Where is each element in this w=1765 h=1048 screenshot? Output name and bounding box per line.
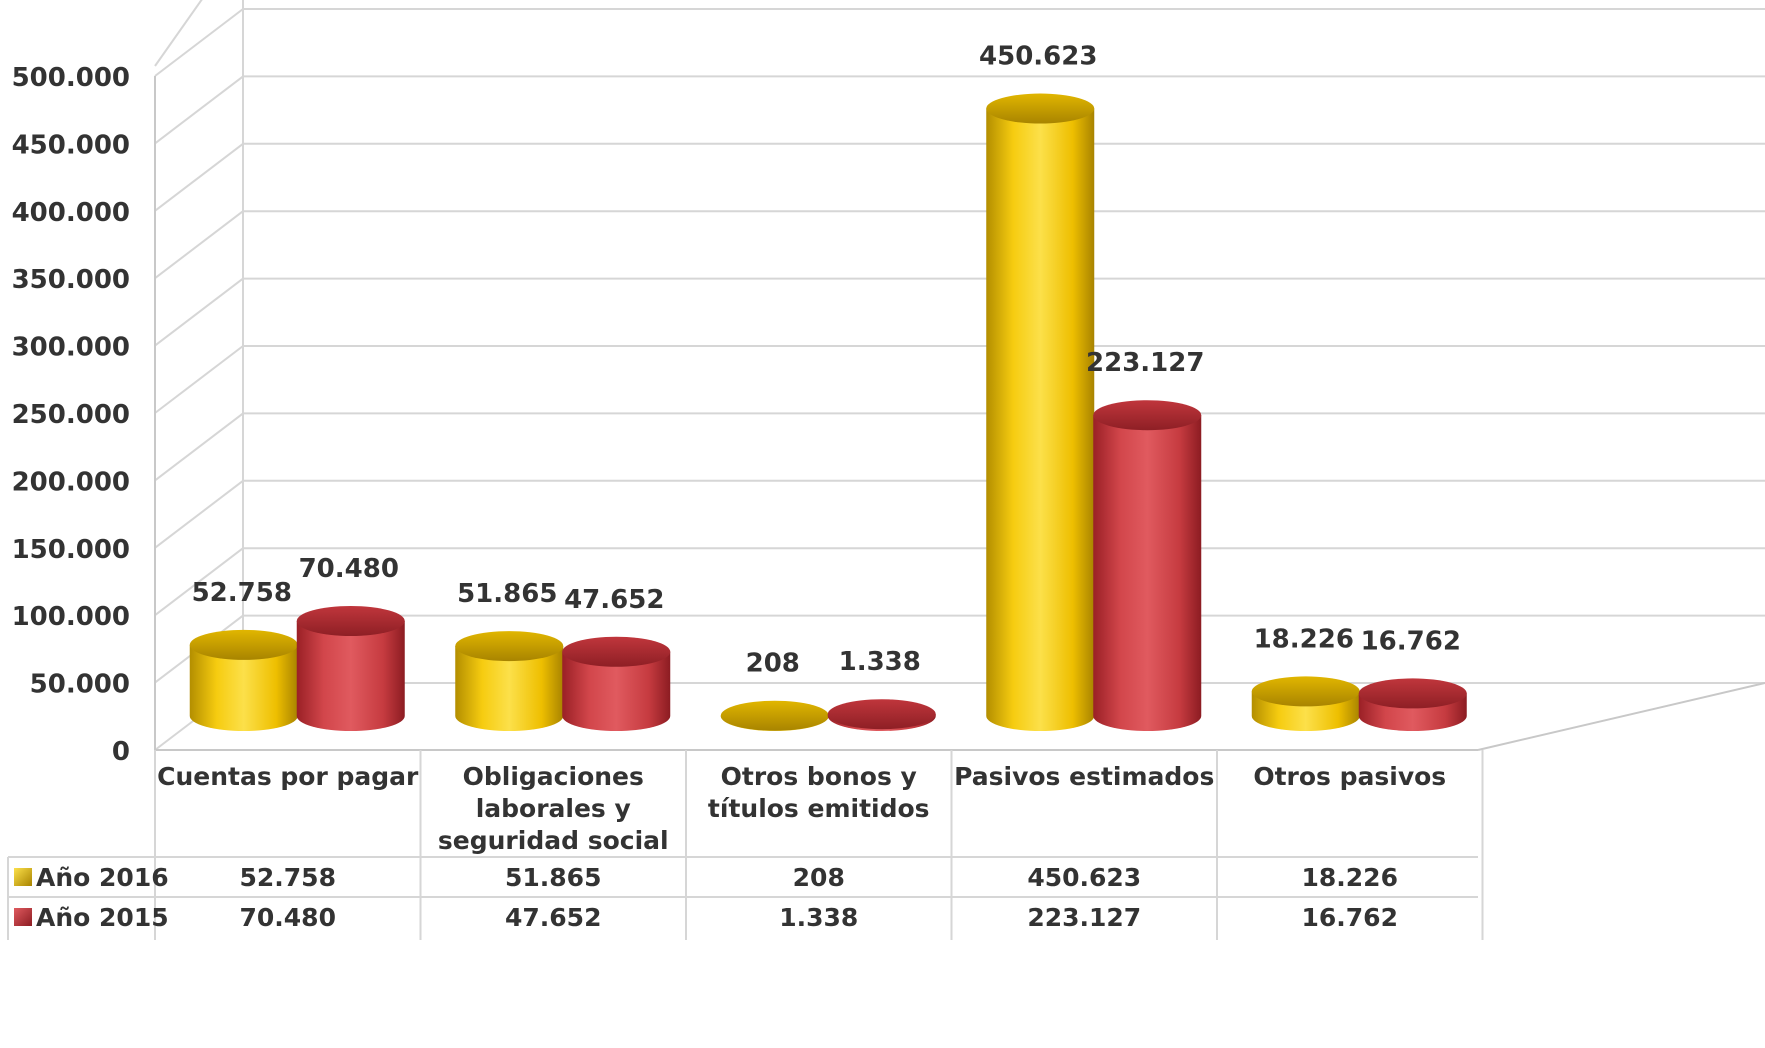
table-cell: 208 <box>793 863 845 892</box>
bar-top <box>562 636 671 667</box>
y-axis: 0 50.000 100.000 150.000 200.000 250.000 300.0… <box>12 63 156 767</box>
y-tick-label: 500.000 <box>12 63 130 93</box>
bar-top <box>296 605 405 636</box>
bar-2015 <box>827 699 936 731</box>
bar-2016 <box>189 629 298 732</box>
x-category-label: Obligaciones <box>463 762 644 791</box>
gridline-side <box>154 143 244 212</box>
data-label: 52.758 <box>192 578 292 608</box>
table-cell: 52.758 <box>240 863 336 892</box>
bar-2015 <box>296 605 405 732</box>
x-category-label: laborales y <box>476 794 631 823</box>
table-cell: 70.480 <box>240 903 336 932</box>
data-label: 450.623 <box>979 42 1097 72</box>
legend-label: Año 2015 <box>36 903 169 932</box>
x-category-label: Otros pasivos <box>1253 762 1446 791</box>
bar-top <box>720 700 829 731</box>
table-cell: 16.762 <box>1302 903 1398 932</box>
gridline-side <box>154 547 244 616</box>
gridline-side <box>154 210 244 279</box>
y-tick-label: 400.000 <box>12 198 130 228</box>
table-cell: 18.226 <box>1302 863 1398 892</box>
bar-body <box>562 651 671 732</box>
y-tick-label: 50.000 <box>30 670 130 700</box>
legend-swatch <box>14 868 32 886</box>
y-tick-label: 450.000 <box>12 130 130 160</box>
gridline-side <box>154 75 244 145</box>
data-label: 51.865 <box>457 579 557 609</box>
bar-body <box>189 644 298 732</box>
data-label: 223.127 <box>1086 348 1204 378</box>
bar-2015 <box>1358 678 1467 732</box>
y-tick-label: 250.000 <box>12 400 130 430</box>
gridline-side <box>154 412 244 482</box>
data-label: 208 <box>746 649 800 679</box>
bar-2015 <box>562 636 671 732</box>
y-tick-label: 200.000 <box>12 467 130 497</box>
data-label: 1.338 <box>839 647 921 677</box>
table-cell: 1.338 <box>779 903 858 932</box>
bar-2016 <box>986 93 1095 732</box>
legend-swatch <box>14 908 32 926</box>
data-label: 16.762 <box>1361 626 1461 656</box>
x-category-label: títulos emitidos <box>708 794 930 823</box>
bar-2016 <box>1251 676 1360 732</box>
y-tick-label: 350.000 <box>12 265 130 295</box>
data-table: Cuentas por pagar Obligaciones laborales y… <box>7 750 1484 940</box>
y-tick-label: 100.000 <box>12 602 130 632</box>
bar-2016 <box>720 700 829 732</box>
y-tick-label: 0 <box>112 737 130 767</box>
table-cell: 223.127 <box>1027 903 1141 932</box>
gridline-side <box>154 345 244 414</box>
bar-body <box>1093 415 1202 732</box>
table-cell: 450.623 <box>1027 863 1141 892</box>
gridline-side <box>154 277 244 347</box>
bars <box>189 93 1467 732</box>
bar-top <box>455 631 564 662</box>
table-cell: 47.652 <box>505 903 601 932</box>
bar-body <box>455 646 564 732</box>
data-label: 18.226 <box>1254 624 1354 654</box>
bar-top <box>827 699 936 730</box>
x-category-label: Pasivos estimados <box>954 762 1214 791</box>
gridline-side <box>154 480 244 549</box>
bar-2015 <box>1093 400 1202 732</box>
data-label: 70.480 <box>299 554 399 584</box>
bar-top <box>189 629 298 660</box>
table-cell: 51.865 <box>505 863 601 892</box>
data-label: 47.652 <box>564 585 664 615</box>
bar-top <box>1251 676 1360 707</box>
bar-top <box>1093 400 1202 431</box>
floor-side-edge <box>1477 682 1765 751</box>
bar-top <box>1358 678 1467 709</box>
side-wall-top <box>154 0 203 67</box>
y-tick-label: 150.000 <box>12 535 130 565</box>
x-category-label: Cuentas por pagar <box>157 762 419 791</box>
x-category-label: seguridad social <box>438 826 669 855</box>
legend-label: Año 2016 <box>36 863 169 892</box>
gridline-side <box>154 8 244 77</box>
x-category-label: Otros bonos y <box>721 762 917 791</box>
bar-body <box>986 108 1095 732</box>
bar-top <box>986 93 1095 124</box>
bar-body <box>296 620 405 732</box>
bar-2016 <box>455 631 564 732</box>
y-tick-label: 300.000 <box>12 333 130 363</box>
